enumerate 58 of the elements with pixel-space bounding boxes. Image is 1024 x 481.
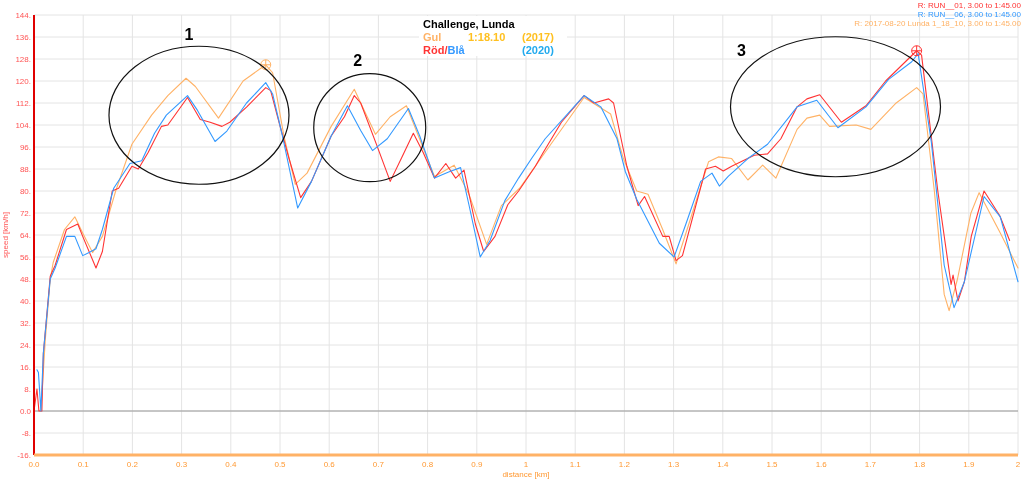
y-tick-label: 136. <box>15 32 31 42</box>
x-tick-label: 0.5 <box>274 460 287 469</box>
annotation: 1:18.10 <box>468 31 506 43</box>
x-tick-label: 1.2 <box>618 460 631 469</box>
text: Röd <box>423 44 445 56</box>
x-tick-label: 0.8 <box>422 460 434 469</box>
y-tick-label: 40. <box>19 296 31 306</box>
y-tick-label: 48. <box>19 274 31 284</box>
x-tick-label: 1.5 <box>766 460 779 469</box>
annotation: R: RUN__06, 3.00 to 1:45.00 <box>917 10 1022 19</box>
x-tick-label: 0.7 <box>372 460 385 469</box>
y-axis-title: speed [km/h] <box>1 212 10 258</box>
y-tick-label: -8. <box>21 428 31 438</box>
y-tick-label: -16. <box>17 450 31 460</box>
y-tick-label: 24. <box>19 340 31 350</box>
annotation: (2017) <box>522 31 555 43</box>
text: Gul <box>423 31 442 43</box>
x-tick-label: 0.0 <box>28 460 41 469</box>
y-tick-label: 32. <box>19 318 31 328</box>
x-tick-label: 0.2 <box>126 460 139 469</box>
x-tick-label: 2 <box>1015 460 1021 469</box>
x-tick-label: 1.9 <box>963 460 975 469</box>
y-tick-label: 144. <box>15 10 31 20</box>
text: Blå <box>447 44 466 56</box>
y-tick-label: 120. <box>15 76 31 86</box>
y-tick-label: 128. <box>15 54 31 64</box>
x-tick-label: 1.7 <box>864 460 877 469</box>
x-tick-label: 1 <box>523 460 529 469</box>
y-tick-label: 112. <box>16 98 31 108</box>
x-tick-label: 0.3 <box>176 460 188 469</box>
y-tick-label: 72. <box>19 208 31 218</box>
y-tick-label: 80. <box>19 186 31 196</box>
x-tick-label: 0.9 <box>471 460 483 469</box>
y-tick-label: 8. <box>24 384 31 394</box>
x-tick-label: 0.6 <box>323 460 336 469</box>
x-tick-label: 1.6 <box>815 460 828 469</box>
annotation: 1 <box>184 25 194 43</box>
y-tick-label: 16. <box>19 362 31 372</box>
y-tick-label: 0.0 <box>19 406 32 416</box>
annotation: 2 <box>353 52 363 70</box>
y-tick-label: 96. <box>19 142 31 152</box>
annotation: (2020) <box>522 44 555 56</box>
text: R: RUN__01, 3.00 to 1:45.00 <box>917 1 1022 10</box>
chart-title: Challenge, Lunda <box>423 18 516 30</box>
y-tick-label: 104. <box>15 120 31 130</box>
x-tick-label: 0.1 <box>77 460 90 469</box>
y-tick-label: 56. <box>19 252 31 262</box>
y-tick-label: 64. <box>19 230 31 240</box>
x-tick-label: 1.3 <box>668 460 680 469</box>
x-tick-label: 1.4 <box>717 460 729 469</box>
y-tick-label: 88. <box>19 164 31 174</box>
x-axis-title: distance [km] <box>502 470 550 479</box>
x-tick-label: 1.8 <box>914 460 926 469</box>
x-tick-label: 0.4 <box>225 460 237 469</box>
annotation: 3 <box>737 42 747 60</box>
x-tick-label: 1.1 <box>569 460 582 469</box>
annotation: / <box>444 44 448 56</box>
annotation: R: 2017-08-20 Lunda 1_18_10, 3.00 to 1:45.00 <box>854 19 1022 28</box>
